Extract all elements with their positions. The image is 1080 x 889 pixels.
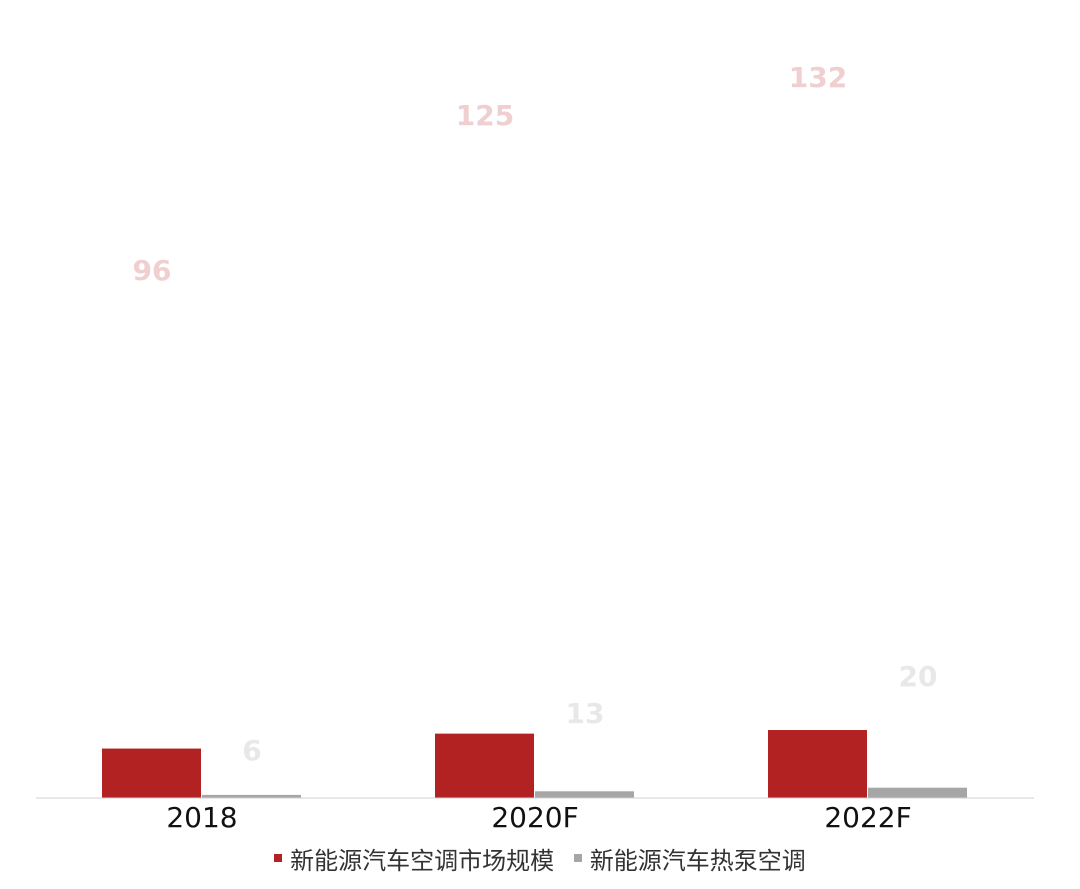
legend-item-ac-market: 新能源汽车空调市场规模 xyxy=(274,841,554,876)
bar-2018-series1 xyxy=(202,794,301,798)
data-label: 13 xyxy=(566,697,605,730)
data-label: 96 xyxy=(133,254,172,287)
bar-2018-series0 xyxy=(102,748,201,798)
legend-swatch xyxy=(573,854,582,862)
legend-label: 新能源汽车空调市场规模 xyxy=(290,846,555,875)
x-tick-label: 2018 xyxy=(166,801,237,834)
data-label: 20 xyxy=(899,660,938,693)
legend: 新能源汽车空调市场规模 新能源汽车热泵空调 xyxy=(0,840,1080,876)
data-label: 125 xyxy=(456,99,514,132)
legend-swatch xyxy=(274,854,283,862)
legend-item-heat-pump: 新能源汽车热泵空调 xyxy=(573,841,806,876)
data-label: 132 xyxy=(789,61,847,94)
x-tick-label: 2022F xyxy=(824,801,911,834)
data-label: 6 xyxy=(242,734,261,767)
bar-2022F-series0 xyxy=(768,730,867,798)
bar-2020F-series0 xyxy=(435,733,534,798)
bar-2022F-series1 xyxy=(868,787,967,798)
bar-2020F-series1 xyxy=(535,791,634,798)
x-tick-label: 2020F xyxy=(491,801,578,834)
legend-label: 新能源汽车热泵空调 xyxy=(589,846,806,875)
